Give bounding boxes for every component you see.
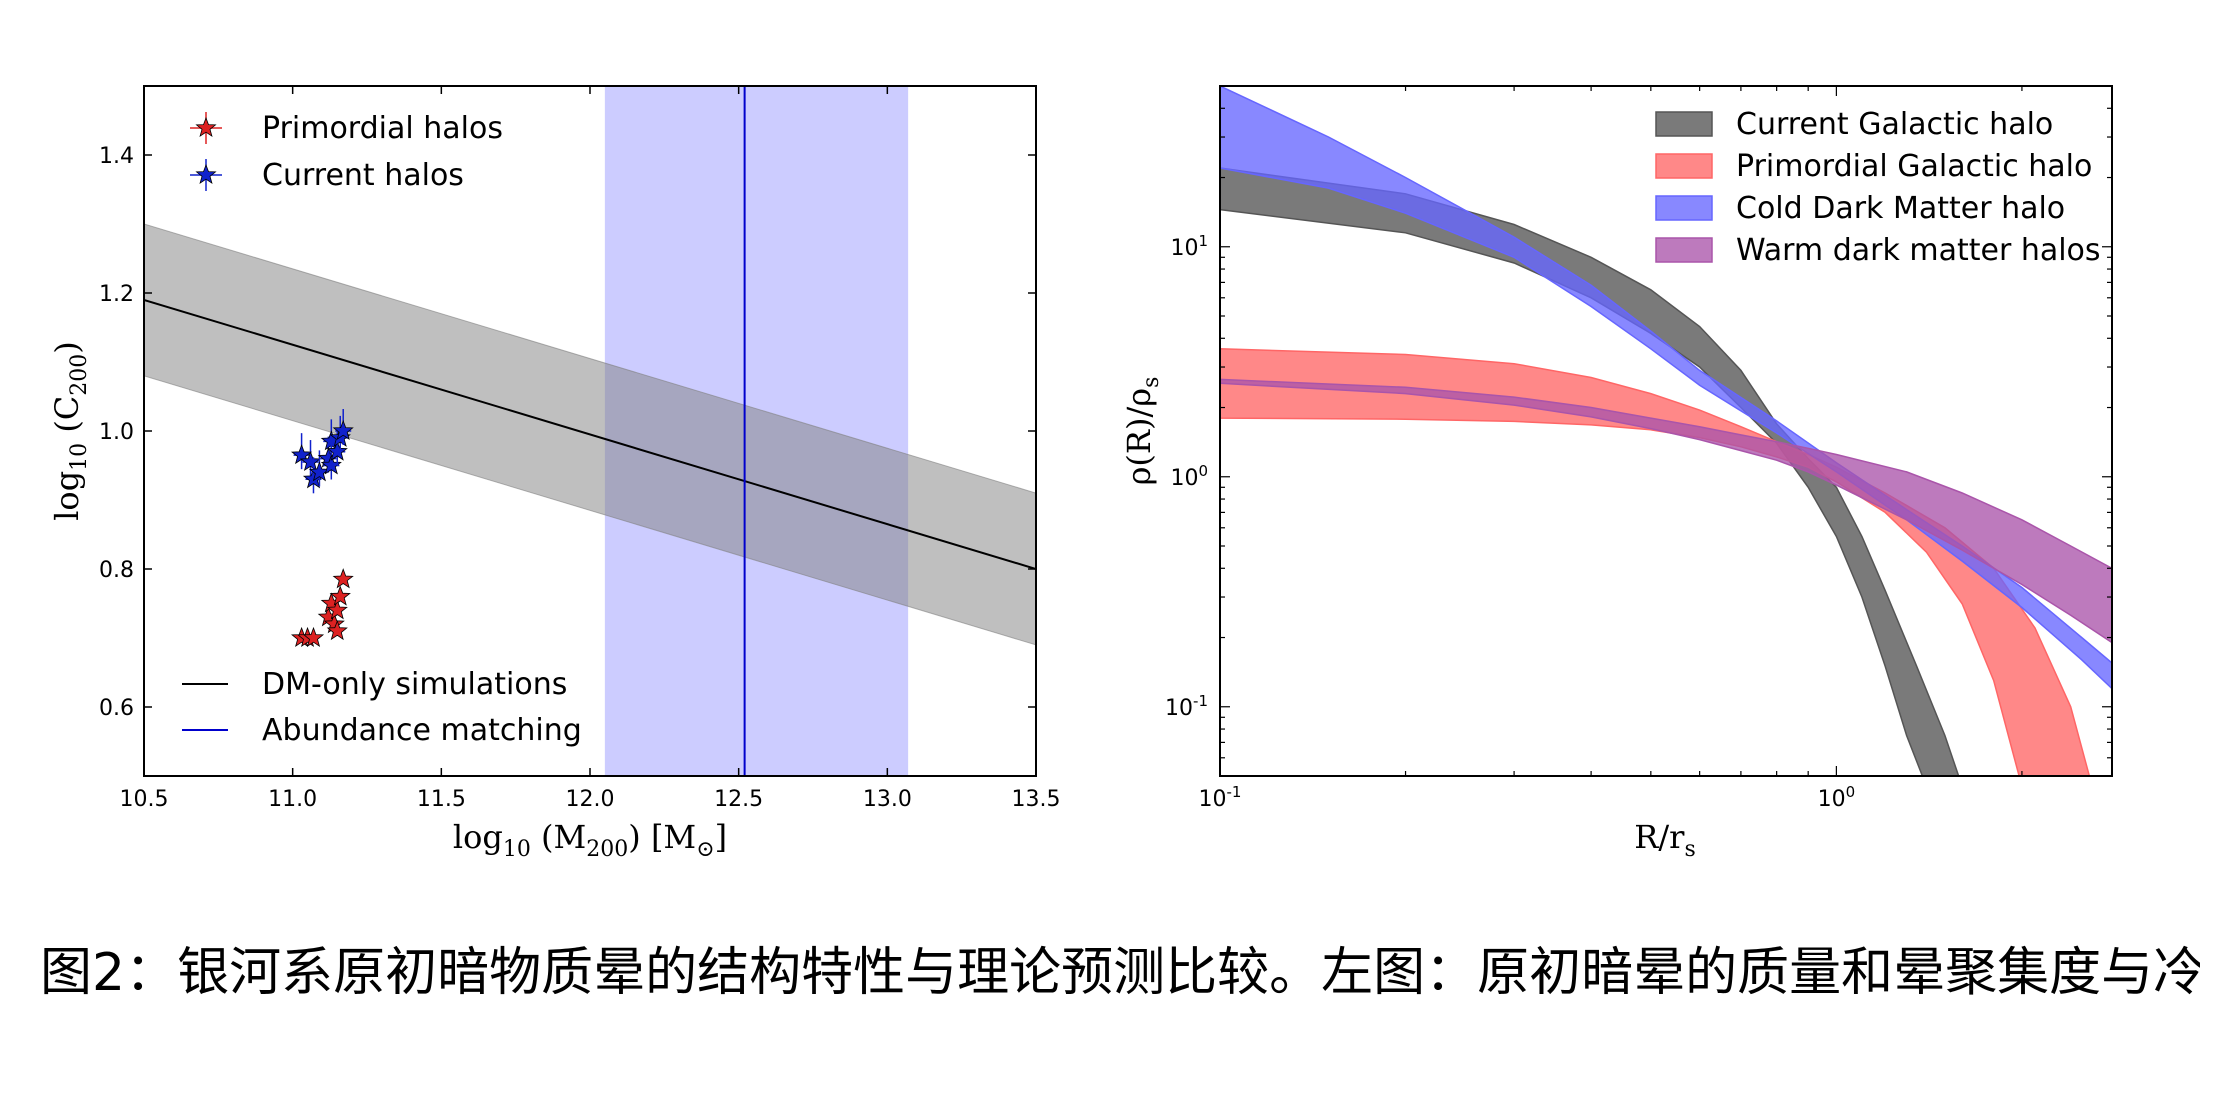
legend-label: Current halos <box>262 158 464 193</box>
right-chart: 10-1 100 10-1 100 101 Current Galactic halo P… <box>1120 85 2113 862</box>
y-tick-label: 100 <box>1170 462 1208 491</box>
series-primordial-halos <box>291 568 354 648</box>
data-point <box>329 585 351 606</box>
legend-item-abundance-matching: Abundance matching <box>182 713 582 748</box>
legend-item-current-galactic-halo: Current Galactic halo <box>1655 107 2053 142</box>
legend-swatch <box>1655 153 1713 179</box>
data-point <box>326 440 348 461</box>
left-xlabel: log10 (M200) [M⊙] <box>453 818 727 862</box>
data-point <box>299 450 322 472</box>
data-point <box>326 599 348 620</box>
left-chart: 10.5 11.0 11.5 12.0 12.5 13.0 13.5 0.6 0.8 1.0 1.2… <box>48 85 1061 862</box>
y-tick-label: 1.0 <box>99 420 134 445</box>
data-point <box>332 419 354 441</box>
band-warm-dark-matter-halos <box>1220 378 2112 644</box>
data-point <box>320 454 342 475</box>
x-tick-label: 10.5 <box>120 787 169 812</box>
right-xlabel: R/rs <box>1634 818 1695 862</box>
legend-swatch <box>1655 195 1713 221</box>
figure-caption: 图2：银河系原初暗物质晕的结构特性与理论预测比较。左图：原初暗晕的质量和晕聚集度… <box>40 943 2200 1003</box>
dm-only-relation-line <box>144 298 1036 570</box>
legend-item-primordial-halos: Primordial halos <box>190 111 503 146</box>
y-tick-label: 101 <box>1170 232 1208 261</box>
y-tick-label: 0.8 <box>99 558 134 583</box>
y-tick-label: 1.2 <box>99 282 134 307</box>
legend-label: Abundance matching <box>262 713 582 748</box>
legend-label: Primordial Galactic halo <box>1736 149 2092 184</box>
band-primordial-galactic-halo <box>1220 348 2091 776</box>
band-cold-dark-matter-halo <box>1220 86 2112 690</box>
legend-label: Warm dark matter halos <box>1736 233 2101 268</box>
x-tick-label: 11.5 <box>417 787 466 812</box>
legend-marker <box>195 116 217 138</box>
legend-item-current-halos: Current halos <box>190 158 464 193</box>
y-tick-label: 0.6 <box>99 696 134 721</box>
legend-item-warm-dark-matter-halos: Warm dark matter halos <box>1655 233 2101 268</box>
data-point <box>326 619 348 641</box>
right-ylabel: ρ(R)/ρs <box>1120 377 1164 486</box>
data-point <box>332 568 354 589</box>
legend-label: DM-only simulations <box>262 667 567 702</box>
x-tick-label: 11.0 <box>268 787 317 812</box>
y-tick-label: 10-1 <box>1165 692 1208 721</box>
series-current-halos <box>290 409 354 494</box>
legend-item-primordial-galactic-halo: Primordial Galactic halo <box>1655 149 2092 184</box>
x-tick-label: 12.0 <box>566 787 615 812</box>
legend-label: Cold Dark Matter halo <box>1736 191 2065 226</box>
legend-item-dm-only-simulations: DM-only simulations <box>182 667 567 702</box>
x-tick-label: 10-1 <box>1199 783 1242 812</box>
legend-item-cold-dark-matter-halo: Cold Dark Matter halo <box>1655 191 2065 226</box>
x-tick-label: 12.5 <box>714 787 763 812</box>
x-tick-label: 13.5 <box>1012 787 1061 812</box>
x-tick-label: 100 <box>1818 783 1856 812</box>
data-point <box>302 626 325 648</box>
y-tick-label: 1.4 <box>99 144 134 169</box>
right-plot-frame <box>1219 85 2113 777</box>
legend-swatch <box>1655 111 1713 137</box>
legend-label: Current Galactic halo <box>1736 107 2053 142</box>
x-tick-label: 13.0 <box>863 787 912 812</box>
left-ylabel: log10 (C200) <box>48 341 92 521</box>
legend-swatch <box>1655 237 1713 263</box>
legend-label: Primordial halos <box>262 111 503 146</box>
legend-marker <box>195 163 217 185</box>
